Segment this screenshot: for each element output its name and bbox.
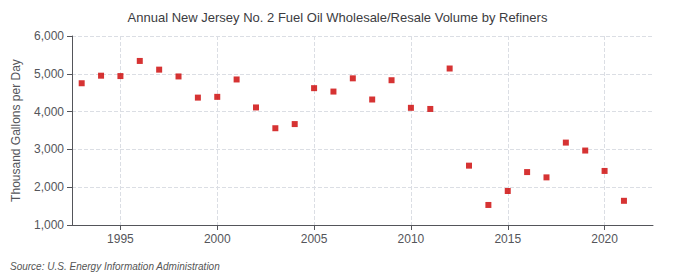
svg-text:2020: 2020 <box>591 232 618 246</box>
svg-text:Thousand Gallons per Day: Thousand Gallons per Day <box>9 59 23 202</box>
svg-text:2,000: 2,000 <box>34 180 64 194</box>
svg-text:6,000: 6,000 <box>34 29 64 43</box>
svg-text:5,000: 5,000 <box>34 67 64 81</box>
svg-text:1,000: 1,000 <box>34 218 64 232</box>
svg-text:2000: 2000 <box>204 232 231 246</box>
svg-text:2010: 2010 <box>398 232 425 246</box>
svg-text:1995: 1995 <box>107 232 134 246</box>
svg-text:Source: U.S. Energy Informatio: Source: U.S. Energy Information Administ… <box>10 261 220 272</box>
svg-text:2005: 2005 <box>301 232 328 246</box>
svg-text:3,000: 3,000 <box>34 142 64 156</box>
svg-text:4,000: 4,000 <box>34 105 64 119</box>
svg-text:2015: 2015 <box>494 232 521 246</box>
svg-text:Annual New Jersey No. 2 Fuel O: Annual New Jersey No. 2 Fuel Oil Wholesa… <box>128 10 548 25</box>
